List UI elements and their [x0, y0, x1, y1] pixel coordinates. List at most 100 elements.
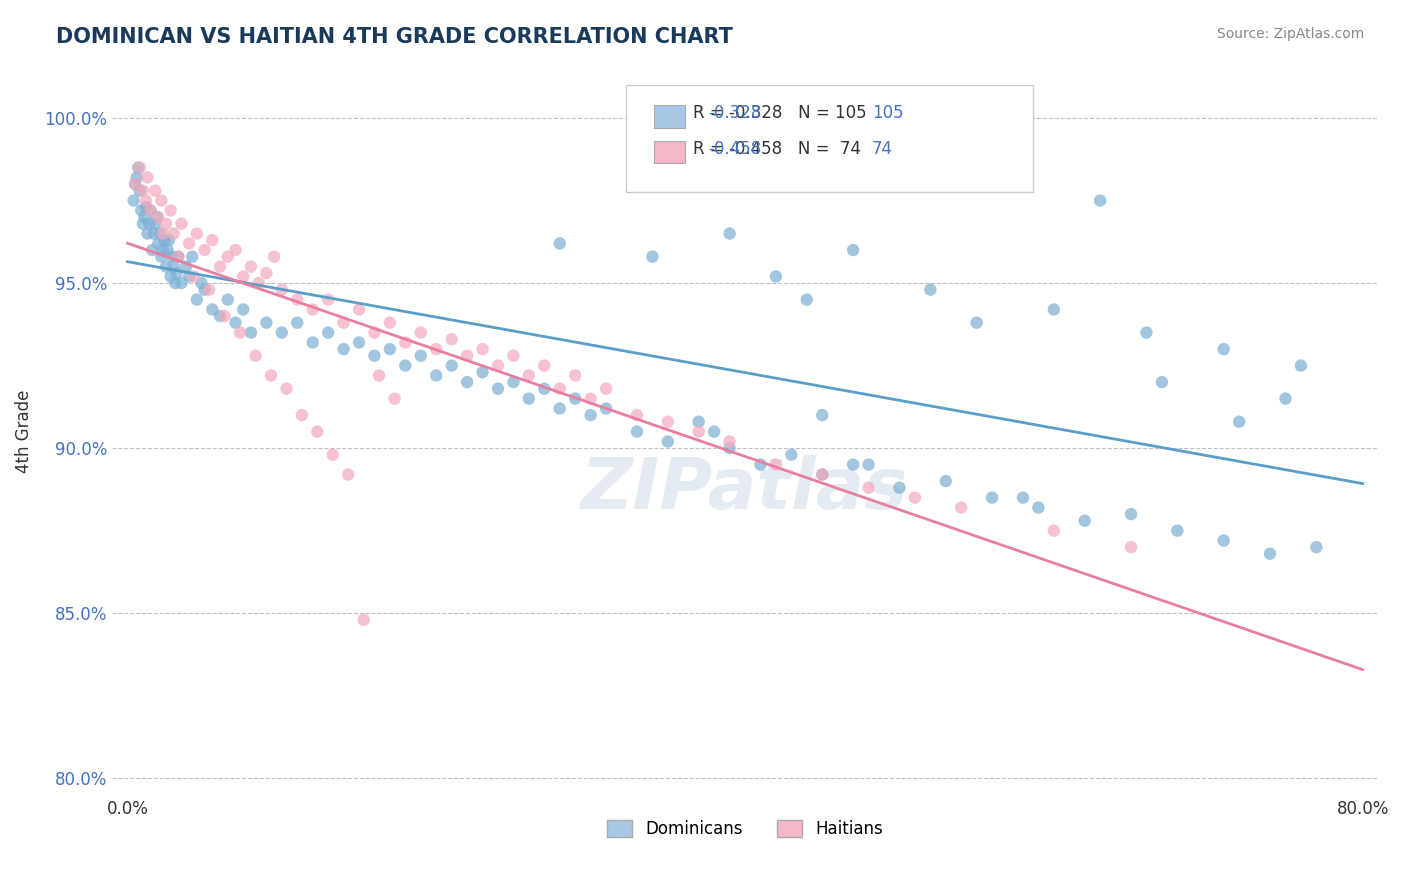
Point — [179, 269, 201, 284]
Point — [626, 408, 648, 422]
Point — [155, 260, 177, 274]
Point — [471, 342, 494, 356]
Point — [124, 177, 146, 191]
Point — [425, 342, 447, 356]
Point — [201, 302, 224, 317]
Point — [209, 309, 232, 323]
Point — [595, 382, 617, 396]
Point — [920, 283, 942, 297]
Point — [138, 217, 160, 231]
Text: ZIPatlas: ZIPatlas — [581, 455, 908, 524]
Point — [153, 233, 176, 247]
Point — [950, 500, 973, 515]
Point — [1274, 392, 1296, 406]
Point — [811, 408, 834, 422]
Point — [165, 276, 187, 290]
Text: -0.458: -0.458 — [709, 140, 762, 158]
Point — [533, 359, 555, 373]
Point — [307, 425, 329, 439]
Point — [301, 335, 323, 350]
Y-axis label: 4th Grade: 4th Grade — [15, 390, 32, 474]
Point — [260, 368, 283, 383]
Point — [179, 236, 201, 251]
Point — [181, 250, 204, 264]
Point — [316, 326, 339, 340]
Point — [159, 203, 181, 218]
Point — [502, 349, 524, 363]
Point — [285, 293, 308, 307]
Point — [811, 467, 834, 482]
Point — [163, 260, 186, 274]
Point — [159, 269, 181, 284]
Point — [347, 302, 370, 317]
Point — [353, 613, 375, 627]
Point — [232, 269, 254, 284]
Point — [186, 293, 208, 307]
Point — [718, 441, 741, 455]
Point — [163, 227, 186, 241]
Point — [135, 200, 157, 214]
Point — [332, 316, 354, 330]
Point — [254, 316, 277, 330]
Point — [626, 425, 648, 439]
Point — [224, 316, 246, 330]
Point — [139, 203, 162, 218]
Text: DOMINICAN VS HAITIAN 4TH GRADE CORRELATION CHART: DOMINICAN VS HAITIAN 4TH GRADE CORRELATI… — [56, 27, 733, 46]
Point — [394, 335, 416, 350]
Point — [517, 368, 540, 383]
Point — [128, 184, 150, 198]
Text: 105: 105 — [872, 104, 903, 122]
Point — [1212, 342, 1234, 356]
Point — [548, 236, 571, 251]
Point — [183, 269, 205, 284]
Point — [143, 217, 166, 231]
Point — [122, 194, 145, 208]
Point — [564, 392, 586, 406]
Point — [136, 227, 159, 241]
Point — [132, 217, 155, 231]
Point — [270, 326, 292, 340]
Point — [254, 266, 277, 280]
Point — [780, 448, 803, 462]
Point — [564, 368, 586, 383]
Point — [232, 302, 254, 317]
Point — [1043, 302, 1066, 317]
Point — [889, 481, 911, 495]
Point — [148, 236, 170, 251]
Point — [124, 177, 146, 191]
Point — [363, 349, 385, 363]
Text: R = -0.328   N = 105: R = -0.328 N = 105 — [693, 104, 866, 122]
Point — [641, 250, 664, 264]
Point — [688, 415, 710, 429]
Point — [579, 408, 602, 422]
Point — [239, 326, 262, 340]
Point — [502, 375, 524, 389]
Point — [440, 332, 463, 346]
Point — [150, 194, 173, 208]
Text: R = -0.458   N =  74: R = -0.458 N = 74 — [693, 140, 860, 158]
Point — [548, 401, 571, 416]
Point — [301, 302, 323, 317]
Point — [152, 243, 174, 257]
Point — [285, 316, 308, 330]
Point — [131, 203, 153, 218]
Point — [703, 425, 725, 439]
Point — [471, 365, 494, 379]
Point — [1119, 507, 1142, 521]
Point — [214, 309, 236, 323]
Point — [1150, 375, 1173, 389]
Point — [149, 227, 172, 241]
Point — [217, 293, 239, 307]
Point — [981, 104, 1004, 119]
Point — [152, 227, 174, 241]
Point — [440, 359, 463, 373]
Point — [1074, 514, 1097, 528]
Point — [966, 316, 988, 330]
Point — [1043, 524, 1066, 538]
Point — [811, 467, 834, 482]
Point — [1166, 524, 1188, 538]
Point — [796, 293, 818, 307]
Point — [378, 316, 401, 330]
Point — [145, 210, 167, 224]
Point — [167, 250, 190, 264]
